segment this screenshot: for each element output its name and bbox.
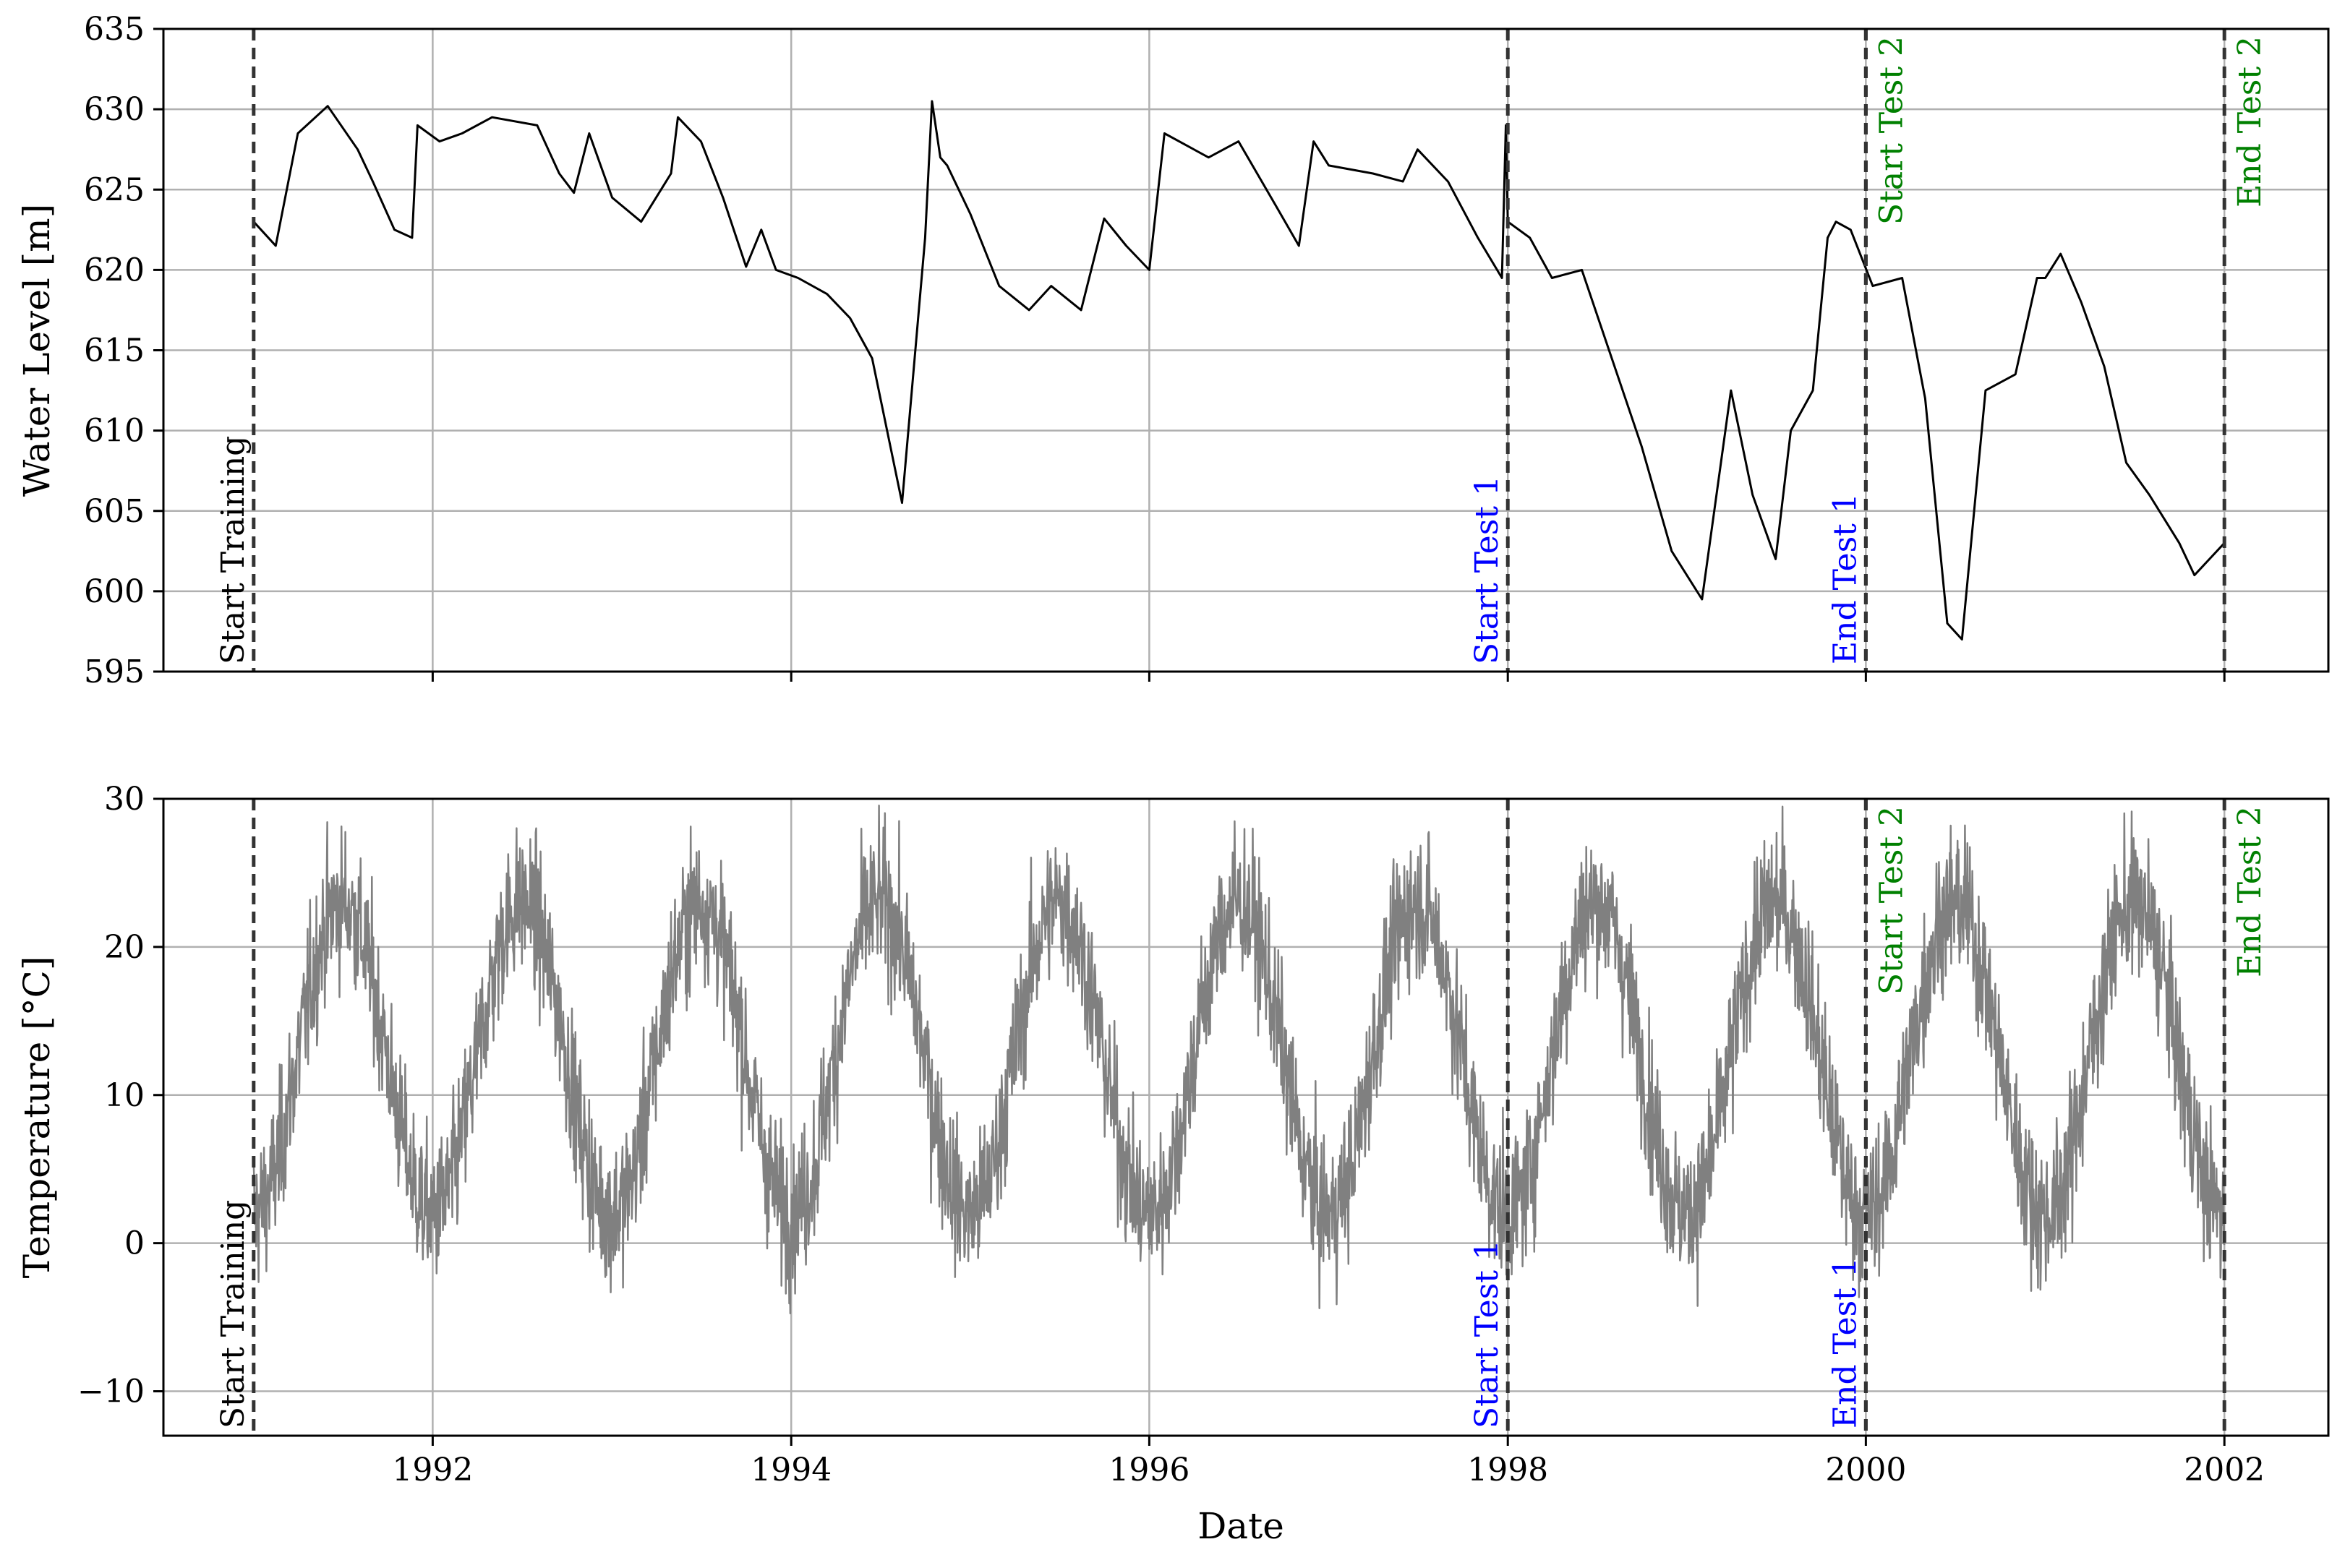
y-tick-label: 30 — [104, 781, 145, 818]
plot-frame — [162, 27, 2330, 673]
y-tick-label: 20 — [104, 929, 145, 966]
x-tick-label: 1994 — [751, 1452, 832, 1488]
y-tick-label: 620 — [84, 252, 145, 288]
y-tick-label: 615 — [84, 333, 145, 369]
y-tick-label: −10 — [77, 1374, 145, 1410]
y-tick-label: 0 — [124, 1225, 145, 1262]
water-level-panel: 595 600 605 610 615 620 625 630 635 Water Level [… — [16, 11, 2330, 690]
split-marker-label: End Test 2 — [2231, 36, 2268, 207]
plot-frame — [162, 797, 2330, 1437]
y-tick-label: 595 — [84, 654, 145, 690]
x-tick-label: 1996 — [1109, 1452, 1189, 1488]
split-marker-label: Start Test 2 — [1873, 36, 1910, 225]
y-tick-label: 625 — [84, 171, 145, 208]
water-level-series — [252, 100, 2226, 641]
y-tick-label: 630 — [84, 91, 145, 128]
x-tick-label: 1998 — [1467, 1452, 1548, 1488]
temperature-panel: 1992 1994 1996 1998 2000 2002 −10 0 10 20 30 Temper… — [16, 781, 2330, 1488]
split-marker-label: End Test 1 — [1827, 1257, 1863, 1428]
x-axis-title: Date — [1197, 1505, 1284, 1547]
split-marker-label: End Test 2 — [2231, 806, 2268, 977]
y-tick-label: 635 — [84, 11, 145, 48]
y-tick-label: 610 — [84, 413, 145, 450]
x-tick-label: 2000 — [1825, 1452, 1906, 1488]
temperature-series — [252, 805, 2226, 1315]
split-marker-label: Start Training — [215, 436, 252, 664]
split-marker-label: Start Test 1 — [1469, 1240, 1505, 1428]
split-marker-label: Start Test 1 — [1469, 476, 1505, 664]
y-tick-label: 600 — [84, 573, 145, 610]
y-axis-title: Water Level [m] — [16, 204, 58, 497]
x-tick-label: 2002 — [2184, 1452, 2265, 1488]
y-axis-title: Temperature [°C] — [16, 956, 58, 1279]
split-marker-label: End Test 1 — [1827, 493, 1863, 664]
y-tick-label: 10 — [104, 1077, 145, 1114]
split-marker-label: Start Training — [215, 1200, 252, 1428]
x-tick-label: 1992 — [392, 1452, 473, 1488]
split-marker-label: Start Test 2 — [1873, 806, 1910, 995]
y-tick-label: 605 — [84, 493, 145, 530]
